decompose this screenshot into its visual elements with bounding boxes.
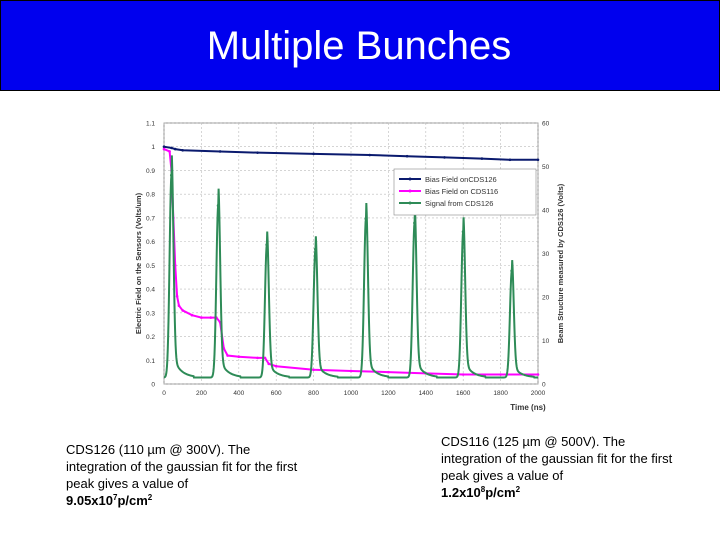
- y-tick-label: 0.5: [146, 263, 155, 270]
- point-signal-peak: [510, 269, 514, 273]
- point-bias-cds126: [162, 145, 166, 149]
- x-tick-label: 400: [233, 390, 244, 397]
- x-tick-label: 1600: [456, 390, 471, 397]
- point-bias-cds116: [237, 355, 241, 359]
- y-tick-label: 0.7: [146, 215, 155, 222]
- point-bias-cds126: [508, 158, 512, 162]
- point-bias-cds126: [443, 156, 446, 159]
- legend-label: Bias Field on CDS116: [425, 187, 498, 196]
- legend-marker: [408, 177, 412, 181]
- y-axis-label: Electric Field on the Sensors (Volts/um): [134, 192, 143, 334]
- x-axis-label: Time (ns): [510, 403, 546, 412]
- legend-label: Bias Field onCDS126: [425, 175, 497, 184]
- point-signal-peak: [364, 217, 368, 221]
- y2-tick-label: 30: [542, 251, 550, 258]
- point-bias-cds116: [200, 316, 203, 319]
- point-bias-cds116: [162, 147, 166, 151]
- point-bias-cds126: [480, 157, 484, 160]
- point-signal-peak: [265, 243, 269, 247]
- point-signal-peak: [216, 204, 220, 208]
- point-bias-cds116: [349, 369, 353, 373]
- grid: [163, 122, 539, 385]
- point-bias-cds126: [312, 152, 315, 156]
- point-bias-cds116: [461, 373, 465, 376]
- y-tick-label: 0: [151, 382, 155, 389]
- point-bias-cds116: [168, 150, 171, 153]
- point-bias-cds126: [536, 158, 540, 162]
- y2-tick-label: 0: [542, 382, 546, 389]
- point-bias-cds116: [536, 373, 540, 376]
- point-bias-cds116: [267, 362, 271, 366]
- y-tick-label: 1: [151, 144, 155, 151]
- caption-cds116: CDS116 (125 µm @ 500V). The integration …: [441, 433, 681, 501]
- point-signal-peak: [413, 221, 417, 225]
- point-bias-cds126: [256, 151, 259, 154]
- x-tick-label: 200: [196, 390, 207, 397]
- caption-cds116-value: 1.2x108p/cm2: [441, 485, 521, 500]
- x-tick-label: 2000: [531, 390, 546, 397]
- point-bias-cds126: [368, 153, 371, 157]
- x-tick-label: 0: [162, 390, 166, 397]
- title-bar: [0, 0, 720, 91]
- y-tick-label: 0.3: [146, 310, 155, 317]
- point-bias-cds126: [218, 150, 222, 153]
- y-tick-label: 0.2: [146, 334, 155, 341]
- y-tick-label: 0.4: [146, 287, 155, 294]
- point-bias-cds116: [499, 373, 502, 376]
- point-bias-cds126: [173, 147, 177, 151]
- point-bias-cds126: [170, 146, 173, 150]
- x-tick-label: 800: [308, 390, 319, 397]
- x-tick-label: 600: [271, 390, 282, 397]
- x-tick-label: 1800: [493, 390, 508, 397]
- legend-marker: [408, 201, 412, 205]
- y2-tick-label: 40: [542, 208, 550, 215]
- caption-cds116-text: CDS116 (125 µm @ 500V). The integration …: [441, 434, 673, 483]
- y-tick-label: 0.6: [146, 239, 155, 246]
- y2-tick-label: 60: [542, 121, 550, 128]
- x-tick-label: 1000: [344, 390, 359, 397]
- legend-label: Signal from CDS126: [425, 199, 493, 208]
- caption-cds126: CDS126 (110 µm @ 300V). The integration …: [66, 441, 306, 509]
- axes: 0 200 400 600 800 1000 1200 1400 1600 1800 200000.…: [134, 121, 565, 413]
- point-bias-cds116: [312, 368, 315, 372]
- point-bias-cds116: [263, 356, 267, 360]
- point-signal-peak: [461, 230, 465, 234]
- chart: 0 200 400 600 800 1000 1200 1400 1600 1800 200000.…: [134, 121, 565, 413]
- slide-title: Multiple Bunches: [206, 24, 512, 68]
- y2-tick-label: 10: [542, 338, 550, 345]
- x-tick-label: 1400: [419, 390, 434, 397]
- caption-cds126-value: 9.05x107p/cm2: [66, 493, 153, 508]
- y2-axis-label: Beam Structure measured by CDS126 (Volts…: [556, 183, 565, 343]
- point-bias-cds126: [405, 154, 409, 158]
- series: [162, 145, 540, 379]
- point-bias-cds116: [274, 364, 278, 368]
- point-bias-cds126: [181, 148, 184, 152]
- point-bias-cds116: [181, 309, 184, 312]
- y-tick-label: 1.1: [146, 121, 155, 128]
- legend: Bias Field onCDS126 Bias Field on CDS116 S…: [393, 168, 537, 216]
- legend-marker: [408, 189, 412, 193]
- point-bias-cds116: [175, 294, 179, 298]
- point-bias-cds116: [177, 304, 181, 307]
- x-tick-label: 1200: [381, 390, 396, 397]
- y-tick-label: 0.8: [146, 192, 155, 199]
- point-bias-cds116: [387, 370, 390, 374]
- y2-tick-label: 50: [542, 164, 550, 171]
- series-signal-cds126: [163, 155, 538, 379]
- y-tick-label: 0.1: [146, 358, 155, 365]
- point-bias-cds116: [190, 313, 194, 317]
- point-signal-peak: [169, 173, 173, 177]
- point-bias-cds116: [226, 354, 229, 357]
- caption-cds126-text: CDS126 (110 µm @ 300V). The integration …: [66, 442, 298, 491]
- point-signal-peak: [313, 247, 317, 251]
- y-tick-label: 0.9: [146, 168, 155, 175]
- point-bias-cds116: [256, 356, 259, 360]
- point-bias-cds116: [209, 316, 213, 319]
- y2-tick-label: 20: [542, 295, 550, 302]
